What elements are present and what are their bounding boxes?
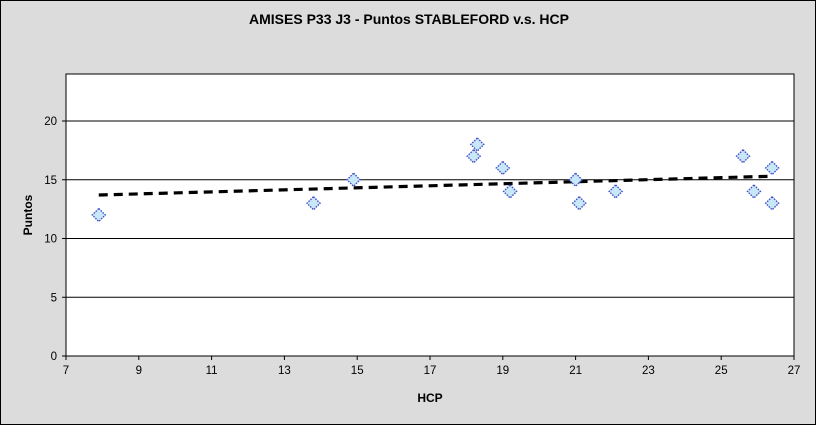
x-tick-label: 17 xyxy=(424,365,437,377)
data-point-marker xyxy=(91,207,107,223)
chart-title: AMISES P33 J3 - Puntos STABLEFORD v.s. H… xyxy=(249,11,569,27)
data-point-marker xyxy=(746,184,762,199)
data-point-marker xyxy=(608,184,624,199)
data-point-marker xyxy=(306,195,322,211)
x-tick-label: 7 xyxy=(63,365,69,377)
x-tick-label: 19 xyxy=(496,365,509,377)
x-tick-label: 13 xyxy=(278,365,291,377)
x-tick-label: 25 xyxy=(715,365,728,377)
data-point-marker xyxy=(764,160,780,176)
trendline xyxy=(98,174,773,197)
x-axis-title: HCP xyxy=(417,391,443,405)
plot-background xyxy=(65,73,795,357)
data-point-marker xyxy=(346,172,362,188)
x-tick-label: 27 xyxy=(788,365,801,377)
x-tick-label: 21 xyxy=(569,365,582,377)
x-tick-label: 9 xyxy=(136,365,142,377)
data-point-marker xyxy=(466,148,482,164)
x-tick-label: 11 xyxy=(206,365,218,377)
data-point-marker xyxy=(502,184,518,199)
y-tick-label: 0 xyxy=(51,351,57,363)
data-point-marker xyxy=(495,160,511,176)
y-tick-label: 15 xyxy=(44,175,57,187)
data-point-marker xyxy=(735,148,751,164)
y-tick-label: 5 xyxy=(51,292,57,304)
data-point-marker xyxy=(571,195,587,211)
y-tick-label: 10 xyxy=(44,234,57,246)
x-tick-label: 23 xyxy=(642,365,655,377)
data-point-marker xyxy=(764,195,780,211)
x-tick-label: 15 xyxy=(351,365,364,377)
data-point-marker xyxy=(469,137,485,152)
y-tick-label: 20 xyxy=(44,116,57,128)
data-point-marker xyxy=(568,172,584,188)
